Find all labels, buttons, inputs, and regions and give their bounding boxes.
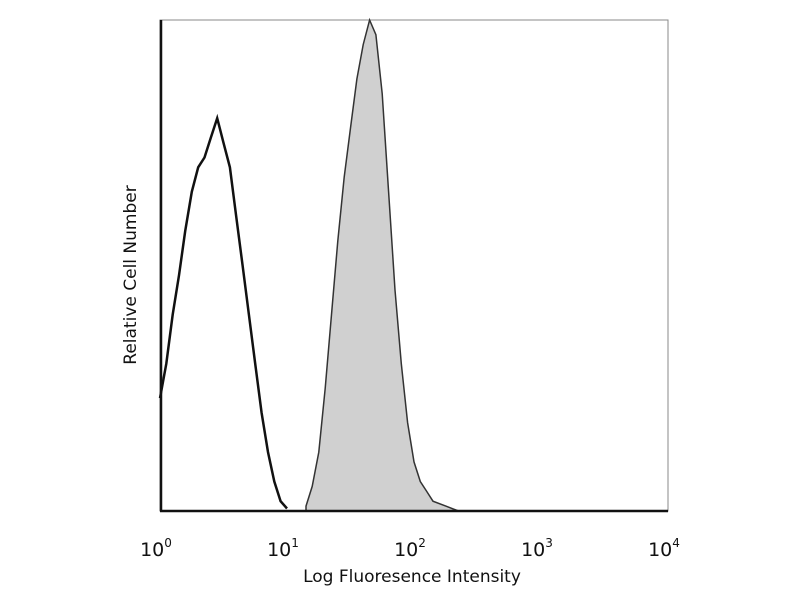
filled-histogram-series	[305, 17, 459, 512]
open-histogram-series	[158, 113, 288, 510]
y-axis-label: Relative Cell Number	[121, 185, 141, 364]
x-tick-label: 104	[648, 536, 680, 561]
x-axis-label: Log Fluoresence Intensity	[303, 567, 521, 587]
x-tick-label: 102	[394, 536, 426, 561]
plot-frame	[159, 19, 669, 512]
x-tick-label: 100	[140, 536, 172, 561]
x-tick-label: 101	[267, 536, 299, 561]
x-tick-label: 103	[521, 536, 553, 561]
